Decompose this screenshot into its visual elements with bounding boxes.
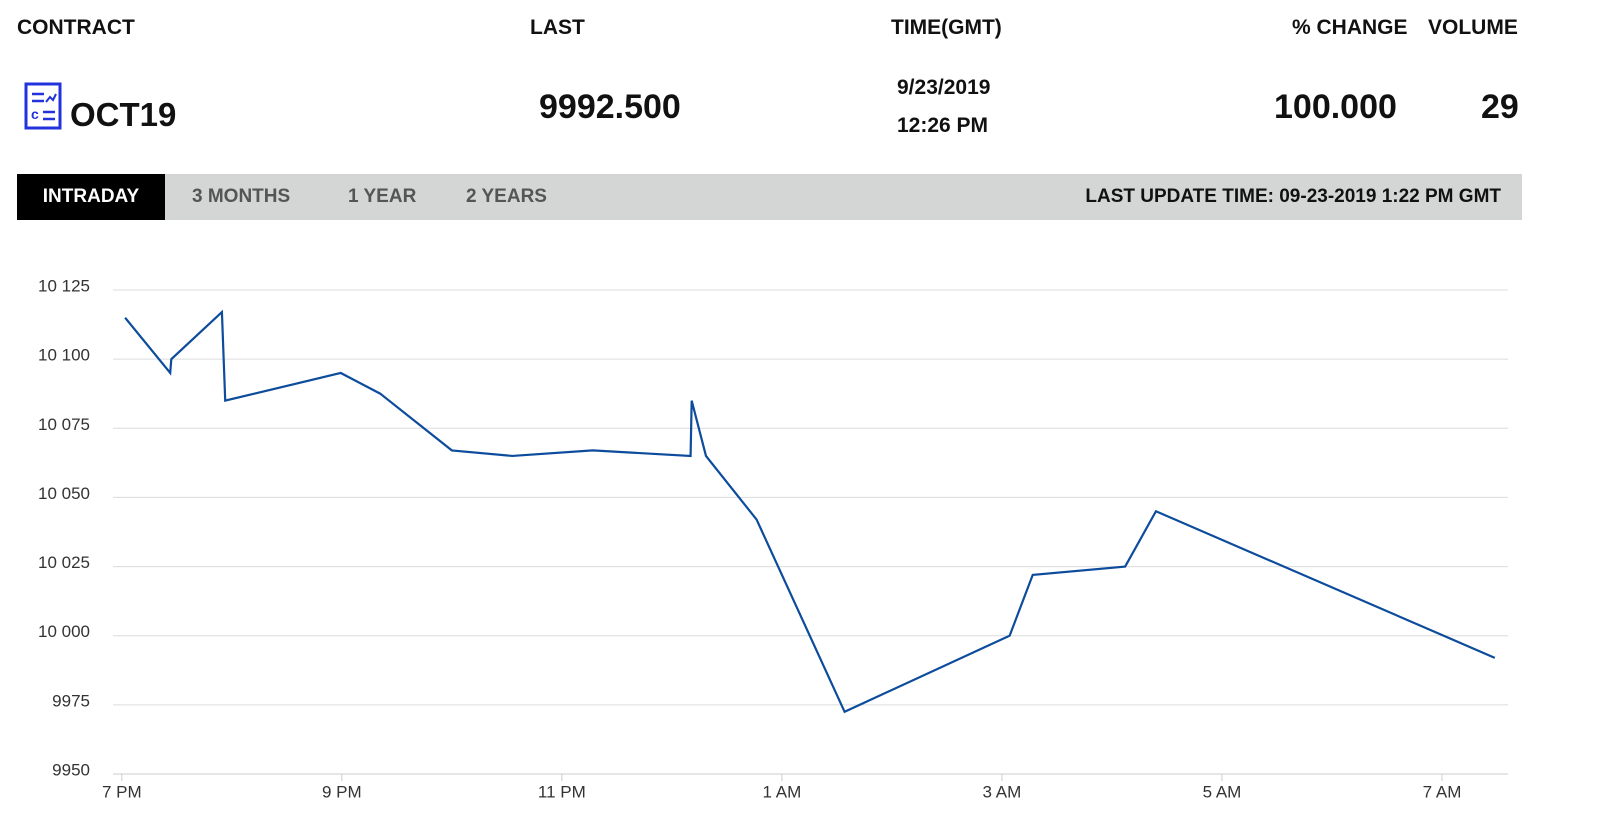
last-price: 9992.500: [539, 88, 681, 126]
tab[interactable]: 2 YEARS: [466, 186, 547, 207]
y-tick-label: 10 125: [38, 276, 90, 295]
price-line: [124, 309, 1496, 714]
column-header: CONTRACT: [17, 16, 135, 39]
percent-change: 100.000: [1274, 88, 1397, 126]
y-tick-label: 10 025: [38, 553, 90, 572]
y-tick-label: 10 100: [38, 346, 90, 365]
svg-text:c: c: [31, 106, 39, 122]
tab[interactable]: 3 MONTHS: [192, 186, 291, 207]
x-tick-label: 1 AM: [763, 782, 802, 801]
time: 12:26 PM: [897, 114, 989, 137]
column-header: LAST: [530, 16, 585, 39]
y-tick-label: 9975: [52, 691, 90, 710]
y-tick-label: 10 000: [38, 622, 90, 641]
y-tick-label: 10 050: [38, 484, 90, 503]
volume: 29: [1481, 88, 1519, 126]
contract-icon: c: [24, 82, 62, 130]
column-header: VOLUME: [1428, 16, 1518, 39]
y-tick-label: 9950: [52, 760, 90, 779]
contract: OCT19: [70, 96, 177, 133]
tab-bar: INTRADAY 3 MONTHS 1 YEAR 2 YEARS LAST UP…: [17, 174, 1522, 220]
column-header: % CHANGE: [1292, 16, 1408, 39]
chart: 9950 9975 10 000 10 025 10 050 10 075 10 100 10…: [38, 276, 1508, 801]
x-tick-label: 3 AM: [983, 782, 1022, 801]
tab[interactable]: INTRADAY: [17, 174, 165, 220]
tab[interactable]: 1 YEAR: [348, 186, 417, 207]
x-tick-label: 11 PM: [538, 782, 586, 801]
y-tick-label: 10 075: [38, 415, 90, 434]
x-tick-label: 7 AM: [1423, 782, 1462, 801]
date: 9/23/2019: [897, 76, 991, 99]
x-tick-label: 7 PM: [102, 782, 142, 801]
x-tick-label: 9 PM: [322, 782, 362, 801]
last-update: LAST UPDATE TIME: 09-23-2019 1:22 PM GMT: [1085, 186, 1501, 207]
column-header: TIME(GMT): [891, 16, 1002, 39]
x-tick-label: 5 AM: [1203, 782, 1242, 801]
